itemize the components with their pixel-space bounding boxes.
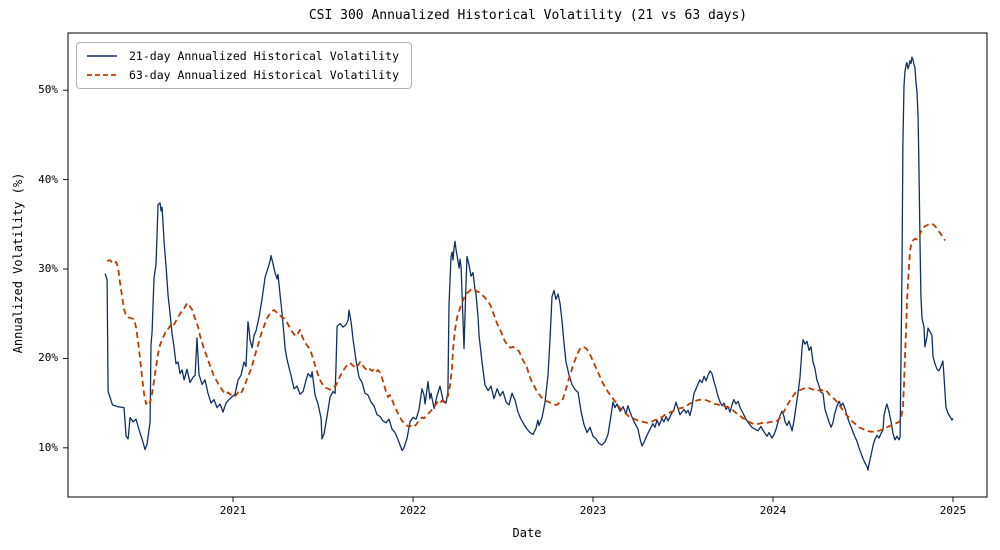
legend-label-21day: 21-day Annualized Historical Volatility xyxy=(129,49,400,63)
series-line-21day xyxy=(104,56,954,471)
legend-item-21day: 21-day Annualized Historical Volatility xyxy=(85,49,399,63)
y-tick-label-30%: 30% xyxy=(38,262,58,276)
legend: 21-day Annualized Historical Volatility … xyxy=(76,42,413,89)
x-tick-label-2021: 2021 xyxy=(219,504,247,517)
x-tick-label-2022: 2022 xyxy=(399,504,427,517)
x-tick-label-2024: 2024 xyxy=(759,504,787,517)
solid-line-swatch-icon xyxy=(87,55,117,57)
legend-label-63day: 63-day Annualized Historical Volatility xyxy=(129,68,400,82)
legend-item-63day: 63-day Annualized Historical Volatility xyxy=(85,68,399,82)
plot-border xyxy=(67,32,988,498)
series-line-63day xyxy=(106,222,946,433)
x-tick-label-2025: 2025 xyxy=(939,504,967,517)
dashed-line-swatch-icon xyxy=(87,74,117,76)
y-tick-label-10%: 10% xyxy=(38,440,58,454)
chart-title: CSI 300 Annualized Historical Volatility… xyxy=(308,8,748,23)
y-tick-label-20%: 20% xyxy=(38,351,58,365)
x-tick-label-2023: 2023 xyxy=(579,504,607,517)
y-tick-label-50%: 50% xyxy=(38,83,58,97)
x-axis-title: Date xyxy=(512,526,542,540)
y-tick-label-40%: 40% xyxy=(38,172,58,186)
